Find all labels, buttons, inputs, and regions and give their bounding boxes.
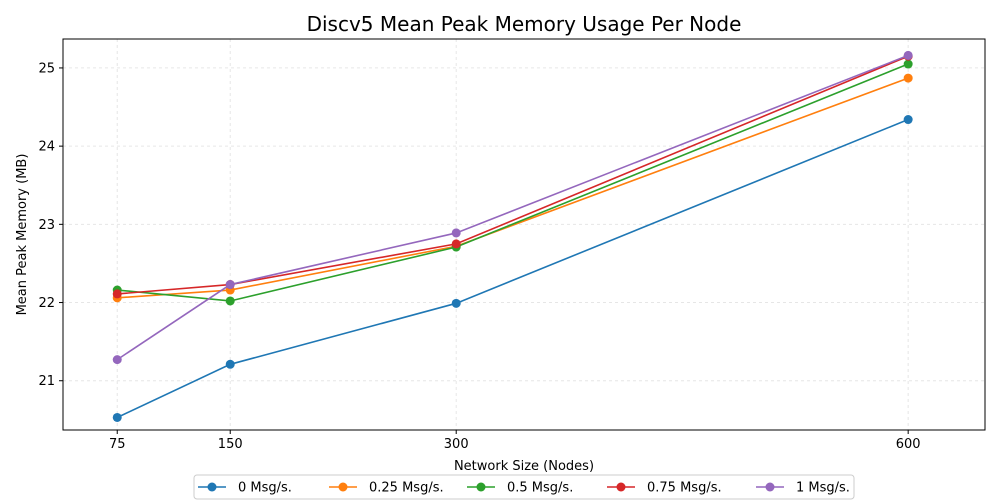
legend-entry: 1 Msg/s. <box>756 481 850 496</box>
series-1 <box>112 73 913 303</box>
legend-entries: 0 Msg/s. 0.25 Msg/s. 0.5 Msg/s. 0.75 Msg/s.… <box>198 481 850 496</box>
legend-entry: 0.25 Msg/s. <box>329 481 444 496</box>
series-3 <box>112 51 913 299</box>
legend-swatch-marker <box>338 482 348 492</box>
legend-label: 0.75 Msg/s. <box>647 481 722 496</box>
y-axis-label: Mean Peak Memory (MB) <box>15 154 30 316</box>
legend-label: 0.5 Msg/s. <box>507 481 573 496</box>
y-tick-label: 25 <box>38 61 55 76</box>
chart-title: Discv5 Mean Peak Memory Usage Per Node <box>307 12 742 36</box>
data-point <box>225 359 235 369</box>
legend-label: 0 Msg/s. <box>238 481 292 496</box>
data-point <box>903 115 913 125</box>
legend-label: 1 Msg/s. <box>796 481 850 496</box>
x-tick-label: 600 <box>896 437 921 452</box>
legend-swatch-marker <box>476 482 486 492</box>
data-point <box>903 50 913 60</box>
series-line <box>116 54 909 361</box>
data-point <box>451 298 461 308</box>
data-point <box>903 59 913 69</box>
legend: 0 Msg/s. 0.25 Msg/s. 0.5 Msg/s. 0.75 Msg/s.… <box>193 474 855 500</box>
series-line <box>117 63 909 302</box>
data-point <box>451 228 461 238</box>
legend-label: 0.25 Msg/s. <box>369 481 444 496</box>
data-point <box>112 412 122 422</box>
data-point <box>225 296 235 306</box>
y-tick-label: 21 <box>38 374 55 389</box>
legend-entry: 0.5 Msg/s. <box>467 481 573 496</box>
data-point <box>112 289 122 299</box>
y-tick-label: 22 <box>38 296 55 311</box>
series-2 <box>112 59 913 306</box>
data-point <box>112 355 122 365</box>
legend-entry: 0 Msg/s. <box>198 481 292 496</box>
x-tick-label: 75 <box>109 437 126 452</box>
series-line <box>117 77 909 299</box>
series-4 <box>112 50 913 365</box>
legend-swatch-marker <box>207 482 217 492</box>
y-tick-label: 23 <box>38 218 55 233</box>
x-tick-label: 300 <box>444 437 469 452</box>
data-point <box>451 239 461 249</box>
data-point <box>903 73 913 83</box>
axes: 75 150 300 600 21 22 23 24 25 <box>38 61 920 452</box>
x-axis-label: Network Size (Nodes) <box>454 459 594 474</box>
plot-area-frame <box>62 38 986 431</box>
series-layer <box>112 50 913 422</box>
grid <box>63 39 985 430</box>
series-line <box>116 118 909 419</box>
legend-swatch-marker <box>765 482 775 492</box>
legend-frame <box>193 474 855 500</box>
legend-swatch-marker <box>616 482 626 492</box>
x-tick-label: 150 <box>218 437 243 452</box>
y-tick-label: 24 <box>38 140 55 155</box>
data-point <box>225 280 235 290</box>
series-0 <box>112 115 913 422</box>
series-line <box>117 55 909 295</box>
legend-entry: 0.75 Msg/s. <box>607 481 722 496</box>
